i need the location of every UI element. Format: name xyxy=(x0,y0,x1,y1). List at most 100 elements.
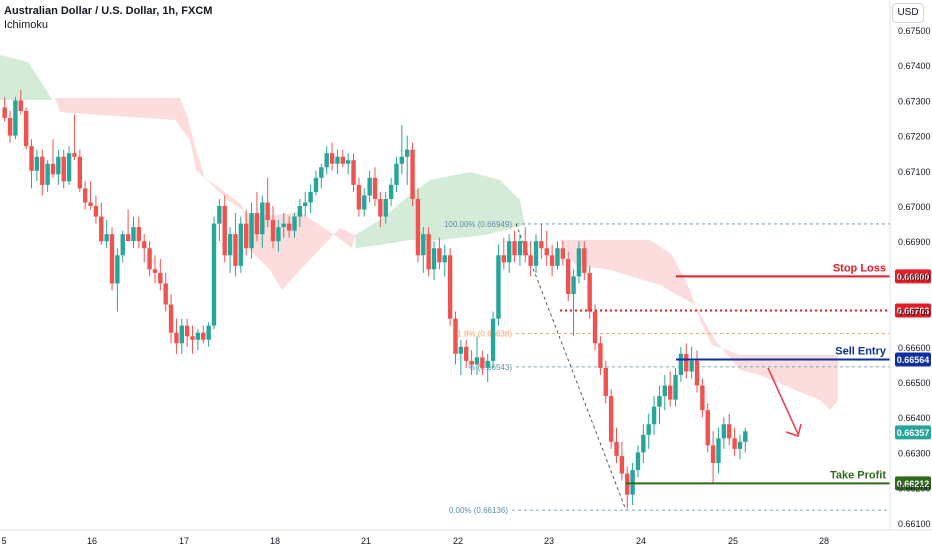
candle-body xyxy=(732,438,737,449)
candle-body xyxy=(136,227,142,242)
level-price-tag xyxy=(895,303,931,318)
fib-level-label: 61.8% (0.66638) xyxy=(453,329,512,338)
time-tick-label: 28 xyxy=(819,536,829,546)
candle-body xyxy=(270,220,276,242)
candles xyxy=(2,89,748,509)
level-price-tag-text: 0.66564 xyxy=(897,355,930,365)
time-tick-label: 24 xyxy=(636,536,646,546)
candle-body xyxy=(587,272,592,312)
cloud-bear-shape xyxy=(55,98,355,290)
candle-body xyxy=(243,223,249,249)
candle-body xyxy=(77,156,83,189)
candle-body xyxy=(399,156,405,164)
candle-body xyxy=(700,385,705,411)
candle-body xyxy=(464,346,469,361)
candle-body xyxy=(737,441,743,449)
candle-body xyxy=(619,455,625,474)
candle-body xyxy=(614,441,619,456)
candle-body xyxy=(415,198,421,256)
time-tick-label: 17 xyxy=(179,536,189,546)
candle-body xyxy=(367,177,372,196)
candle-body xyxy=(222,206,227,256)
time-tick-label: 5 xyxy=(1,536,6,546)
candle-body xyxy=(254,213,260,235)
fibonacci-retracement: 100.00% (0.66949) 61.8% (0.66638) % (0.665… xyxy=(444,220,890,515)
candle-body xyxy=(2,107,7,118)
candle-body xyxy=(571,276,576,294)
price-tick-label: 0.66200 xyxy=(898,484,931,494)
candle-body xyxy=(168,304,174,333)
candle-body xyxy=(426,234,431,270)
candle-body xyxy=(667,385,673,400)
price-tick-label: 0.66700 xyxy=(898,308,931,318)
candle-body xyxy=(555,248,560,266)
cloud-bull-shape xyxy=(0,55,52,100)
candle-body xyxy=(281,223,286,228)
candle-body xyxy=(592,311,598,344)
candle-body xyxy=(490,318,496,361)
level-label: Stop Loss xyxy=(833,262,886,274)
level-price-tag-text: 0.66212 xyxy=(897,479,930,489)
candle-body xyxy=(721,424,727,439)
candle-body xyxy=(217,206,222,224)
candle-body xyxy=(576,248,582,277)
level-price-tag xyxy=(895,352,931,367)
candle-body xyxy=(23,110,29,147)
candle-body xyxy=(109,234,115,284)
price-tick-label: 0.67200 xyxy=(898,132,931,142)
price-tick-label: 0.67100 xyxy=(898,167,931,177)
candle-body xyxy=(603,367,608,397)
candle-body xyxy=(710,445,716,463)
candle-body xyxy=(388,184,394,199)
candle-body xyxy=(662,385,668,397)
time-axis: 5 16 17 18 21 22 23 24 25 28 xyxy=(0,529,932,546)
candle-body xyxy=(480,357,485,368)
candle-body xyxy=(743,431,748,442)
candle-body xyxy=(66,153,72,182)
candle-body xyxy=(657,396,662,407)
candle-body xyxy=(174,332,179,344)
candle-body xyxy=(292,216,297,231)
candle-body xyxy=(716,438,721,463)
candle-body xyxy=(56,156,61,175)
candle-body xyxy=(394,163,399,185)
currency-button[interactable]: USD xyxy=(892,3,924,23)
candle-body xyxy=(195,332,201,340)
candle-body xyxy=(496,255,501,319)
candle-body xyxy=(641,434,646,453)
candle-body xyxy=(506,241,512,263)
candle-body xyxy=(678,353,684,375)
candle-body xyxy=(437,248,442,263)
time-tick-label: 23 xyxy=(544,536,554,546)
candle-body xyxy=(238,223,244,266)
time-tick-label: 21 xyxy=(361,536,371,546)
cloud-bull-shape xyxy=(355,172,525,248)
price-tick-label: 0.66100 xyxy=(898,519,931,529)
candle-body xyxy=(378,198,383,217)
last-price-tag xyxy=(895,425,931,440)
candle-body xyxy=(99,216,104,242)
candle-body xyxy=(383,198,388,217)
candle-body xyxy=(206,325,211,340)
candle-body xyxy=(34,156,40,171)
candle-body xyxy=(458,346,464,354)
candle-body xyxy=(201,332,206,340)
candle-body xyxy=(45,163,50,185)
candle-body xyxy=(324,153,329,168)
price-tick-label: 0.66900 xyxy=(898,237,931,247)
candle-body xyxy=(549,255,555,266)
level-label: Take Profit xyxy=(830,469,886,481)
candle-body xyxy=(227,234,233,256)
candle-body xyxy=(646,424,651,435)
candle-body xyxy=(179,325,184,344)
candle-body xyxy=(501,255,507,263)
candle-body xyxy=(651,406,657,425)
candle-body xyxy=(265,202,270,221)
candle-body xyxy=(485,360,490,368)
candle-body xyxy=(582,248,587,273)
candle-body xyxy=(29,146,34,171)
candle-body xyxy=(147,248,152,270)
price-tick-label: 0.67300 xyxy=(898,96,931,106)
candle-body xyxy=(528,255,533,266)
